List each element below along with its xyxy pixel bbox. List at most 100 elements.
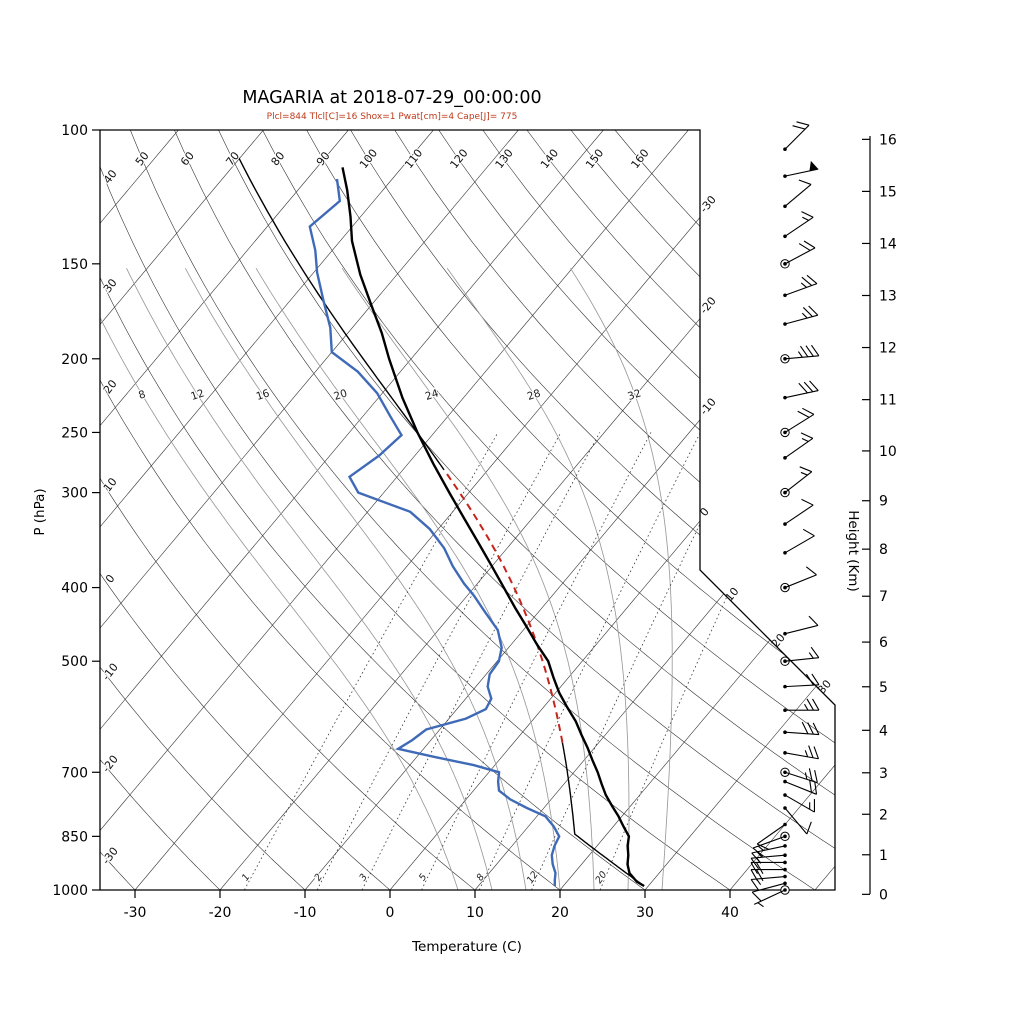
dry-adiabat-label: 30 (101, 276, 120, 295)
moist-adiabat-label: 8 (137, 388, 147, 401)
height-tick-label: 12 (879, 341, 897, 357)
height-axis-title: Height (Km) (845, 510, 861, 591)
wind-barb (780, 466, 813, 498)
temperature-tick-label: 0 (386, 905, 395, 921)
wind-barb (783, 211, 814, 239)
height-tick-label: 14 (879, 236, 897, 252)
wind-barb (750, 853, 787, 870)
moist-adiabat-label: 32 (626, 387, 642, 403)
grid-line-labels: 50 60 70 80 90 100 110 120 130 140 150 160403020100… (98, 145, 834, 886)
dry-adiabat-label: 0 (103, 572, 118, 586)
wind-barb (783, 179, 812, 209)
height-tick-label: 16 (879, 132, 897, 148)
wind-barb (783, 806, 812, 835)
wind-barb (783, 380, 819, 400)
wind-barb (780, 407, 815, 438)
temperature-tick-label: -30 (124, 905, 147, 921)
pressure-tick-label: 150 (61, 257, 88, 273)
height-tick-label: 8 (879, 542, 888, 558)
grid-mixing-ratio-lines (244, 432, 804, 890)
pressure-tick-label: 200 (61, 352, 88, 368)
temperature-tick-label: -10 (294, 905, 317, 921)
dry-adiabat-label: -20 (100, 753, 121, 775)
height-tick-label: 13 (879, 288, 897, 304)
wind-barb (783, 721, 820, 736)
wind-barb (780, 240, 816, 269)
height-tick-label: 11 (879, 393, 897, 409)
dry-adiabat-label: 10 (101, 475, 120, 494)
temperature-tick-label: 40 (721, 905, 739, 921)
wind-barb (783, 305, 819, 326)
height-tick-label: 0 (879, 887, 888, 903)
pressure-axis-title: P (hPa) (32, 488, 48, 535)
dry-adiabat-label: -10 (100, 661, 121, 683)
temperature-tick-label: -20 (209, 905, 232, 921)
moist-adiabat-label: 24 (424, 387, 441, 403)
dry-adiabat-label: 110 (402, 147, 425, 172)
moist-adiabat-label: 16 (255, 387, 272, 403)
pressure-tick-label: 250 (61, 425, 88, 441)
wind-barb (750, 867, 787, 882)
wind-barb (783, 121, 810, 152)
isotherm-label: 30 (815, 677, 834, 696)
wind-barb (780, 344, 820, 364)
wind-barb (756, 822, 787, 850)
dewpoint-trace (308, 178, 561, 886)
height-tick-label: 10 (879, 444, 897, 460)
wind-barb (783, 160, 819, 178)
height-tick-label: 3 (879, 766, 888, 782)
wind-barb (783, 698, 820, 713)
dry-adiabat-label: 100 (357, 147, 380, 172)
pressure-tick-label: 100 (61, 123, 88, 139)
pressure-tick-label: 700 (61, 765, 88, 781)
wind-barb (783, 793, 815, 813)
moist-adiabat-label: 12 (189, 387, 205, 403)
dry-adiabat-label: 130 (493, 147, 516, 172)
pressure-tick-label: 500 (61, 654, 88, 670)
plot-boundary (99, 129, 836, 891)
wind-barb (780, 646, 820, 666)
wind-barb (752, 831, 790, 857)
height-tick-label: 15 (879, 184, 897, 200)
dry-adiabat-label: 140 (538, 147, 561, 172)
height-tick-label: 4 (879, 723, 888, 739)
wind-barb (783, 274, 818, 298)
height-tick-label: 9 (879, 494, 888, 510)
dry-adiabat-label: 80 (269, 149, 288, 168)
mixing-ratio-label: 5 (417, 872, 429, 883)
pressure-tick-label: 850 (61, 829, 88, 845)
wind-barb (783, 745, 820, 760)
height-tick-label: 7 (879, 589, 888, 605)
height-tick-label: 2 (879, 807, 888, 823)
wind-barb (783, 779, 818, 795)
chart-title: MAGARIA at 2018-07-29_00:00:00 (242, 88, 542, 108)
pressure-tick-label: 300 (61, 486, 88, 502)
dry-adiabat-label: 120 (447, 147, 470, 172)
mixing-ratio-label: 20 (593, 869, 609, 885)
temperature-axis-title: Temperature (C) (411, 939, 522, 955)
mixing-ratio-label: 12 (525, 869, 541, 885)
dry-adiabat-label: 40 (101, 167, 120, 186)
dry-adiabat-label: 60 (178, 149, 197, 168)
wind-barb (780, 566, 817, 593)
dry-adiabat-label: 70 (223, 149, 242, 168)
dry-adiabat-label: 20 (101, 377, 120, 396)
grid-moist-adiabats (100, 267, 673, 890)
wind-barb (783, 432, 814, 460)
pressure-tick-label: 400 (61, 581, 88, 597)
isotherm-label: 10 (723, 585, 742, 604)
pressure-tick-label: 1000 (52, 883, 88, 899)
height-tick-label: 1 (879, 848, 888, 864)
chart-params-line: Plcl=844 Tlcl[C]=16 Shox=1 Pwat[cm]=4 Ca… (266, 112, 518, 122)
wind-barb (783, 498, 814, 526)
mixing-ratio-label: 3 (357, 872, 369, 883)
temperature-trace (341, 167, 645, 888)
moist-adiabat-label: 20 (332, 387, 348, 403)
moist-adiabat-label: 28 (526, 387, 542, 403)
height-tick-label: 6 (879, 635, 888, 651)
temperature-tick-label: 30 (636, 905, 654, 921)
height-tick-label: 5 (879, 680, 888, 696)
wind-barb (753, 885, 790, 908)
wind-barb (780, 767, 818, 784)
